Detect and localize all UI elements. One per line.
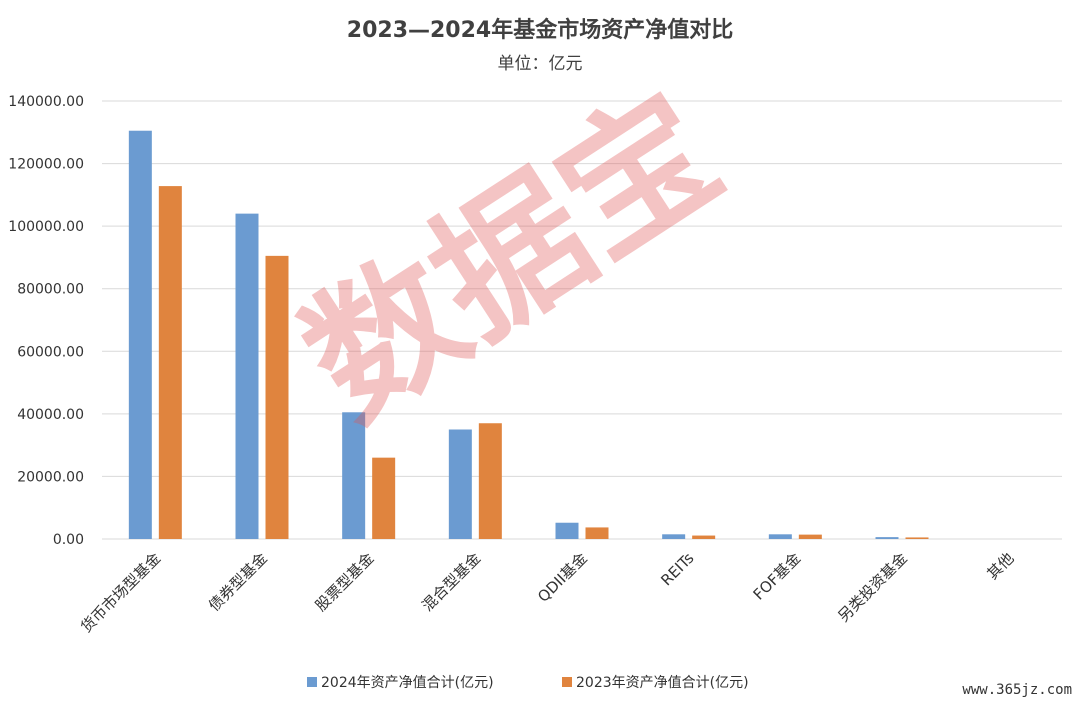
bars xyxy=(128,130,929,539)
bar-2023 xyxy=(798,534,822,539)
x-tick-label: REITs xyxy=(657,549,697,589)
y-tick-label: 120000.00 xyxy=(8,157,84,173)
bar-2023 xyxy=(158,186,182,539)
bar-2024 xyxy=(662,534,686,539)
bar-2024 xyxy=(555,522,579,539)
bar-2024 xyxy=(342,412,366,539)
x-tick-label: 股票型基金 xyxy=(312,549,378,615)
x-tick-label: 债券型基金 xyxy=(205,549,271,615)
bar-2024 xyxy=(768,534,792,539)
y-tick-label: 60000.00 xyxy=(17,344,84,360)
x-tick-label: 其他 xyxy=(984,549,1018,583)
chart-title: 2023—2024年基金市场资产净值对比 xyxy=(347,17,733,43)
bar-2023 xyxy=(372,457,396,539)
y-tick-label: 20000.00 xyxy=(17,469,84,485)
bar-2023 xyxy=(692,535,716,539)
y-tick-label: 100000.00 xyxy=(8,219,84,235)
gridlines xyxy=(102,100,1062,540)
y-tick-label: 0.00 xyxy=(53,532,84,548)
bar-2023 xyxy=(265,255,289,539)
bar-2024 xyxy=(875,537,899,539)
legend-label: 2024年资产净值合计(亿元) xyxy=(321,675,494,691)
x-tick-label: 另类投资基金 xyxy=(834,549,910,625)
y-tick-label: 140000.00 xyxy=(8,94,84,110)
y-tick-label: 40000.00 xyxy=(17,407,84,423)
bar-2024 xyxy=(128,130,152,539)
chart-subtitle: 单位：亿元 xyxy=(498,54,583,74)
y-tick-label: 80000.00 xyxy=(17,282,84,298)
legend-swatch xyxy=(562,677,572,687)
bar-2023 xyxy=(905,537,929,539)
legend-swatch xyxy=(307,677,317,687)
watermark: 数据宝 xyxy=(276,62,748,453)
bar-2023 xyxy=(585,527,609,539)
bar-2024 xyxy=(235,213,259,539)
site-credit: www.365jz.com xyxy=(962,682,1072,698)
legend: 2024年资产净值合计(亿元) 2023年资产净值合计(亿元) xyxy=(307,675,749,691)
legend-label: 2023年资产净值合计(亿元) xyxy=(576,675,749,691)
x-tick-label: FOF基金 xyxy=(750,549,805,604)
x-axis: 货币市场型基金 债券型基金 股票型基金 混合型基金 QDII基金 REITs FOF基金 另类… xyxy=(77,549,1017,636)
y-axis: 0.00 20000.00 40000.00 60000.00 80000.00 1000… xyxy=(8,94,84,548)
x-tick-label: QDII基金 xyxy=(534,549,591,606)
bar-2023 xyxy=(478,423,502,539)
bar-2024 xyxy=(448,429,472,539)
x-tick-label: 货币市场型基金 xyxy=(77,549,164,636)
x-tick-label: 混合型基金 xyxy=(418,549,484,615)
